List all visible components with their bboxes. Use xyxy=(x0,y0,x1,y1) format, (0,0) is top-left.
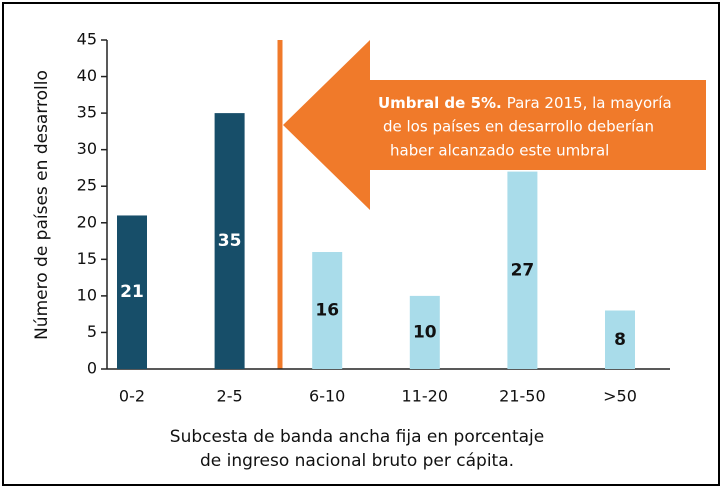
x-tick-label: >50 xyxy=(603,387,637,406)
value-label: 16 xyxy=(315,301,339,321)
x-tick-label: 2-5 xyxy=(217,387,243,406)
x-tick-label: 6-10 xyxy=(309,387,345,406)
bar xyxy=(312,252,343,369)
annotation-text: Para 2015, la mayoría xyxy=(507,94,672,112)
value-label: 8 xyxy=(614,330,626,350)
annotation-line: Umbral de 5%. Para 2015, la mayoría xyxy=(378,94,672,112)
x-tick-label: 11-20 xyxy=(402,387,449,406)
value-label: 27 xyxy=(511,260,535,280)
annotation-arrow xyxy=(283,40,706,210)
annotation-bold: Umbral de 5%. xyxy=(378,94,502,112)
y-tick-label: 20 xyxy=(77,212,97,231)
bar xyxy=(605,310,635,369)
value-label: 10 xyxy=(413,322,437,342)
x-axis-label: de ingreso nacional bruto per cápita. xyxy=(200,451,514,471)
y-tick-label: 5 xyxy=(87,322,97,341)
x-axis-label: Subcesta de banda ancha fija en porcenta… xyxy=(170,427,544,447)
bar xyxy=(214,113,245,369)
bar xyxy=(117,215,147,369)
value-label: 21 xyxy=(120,282,144,302)
y-tick-label: 45 xyxy=(77,30,97,49)
x-tick-label: 0-2 xyxy=(119,387,145,406)
y-tick-label: 25 xyxy=(77,176,97,195)
y-tick-label: 0 xyxy=(87,359,97,378)
bar xyxy=(507,171,538,369)
value-label: 35 xyxy=(218,231,242,251)
annotation-line: de los países en desarrollo deberían xyxy=(383,118,654,136)
y-axis-label: Número de países en desarrollo xyxy=(32,70,52,340)
annotation-line: haber alcanzado este umbral xyxy=(390,142,609,160)
y-tick-label: 10 xyxy=(77,285,97,304)
y-tick-label: 30 xyxy=(77,139,97,158)
y-tick-label: 15 xyxy=(77,249,97,268)
x-tick-label: 21-50 xyxy=(499,387,546,406)
bar xyxy=(409,295,440,369)
y-tick-label: 40 xyxy=(77,66,97,85)
y-tick-label: 35 xyxy=(77,103,97,122)
